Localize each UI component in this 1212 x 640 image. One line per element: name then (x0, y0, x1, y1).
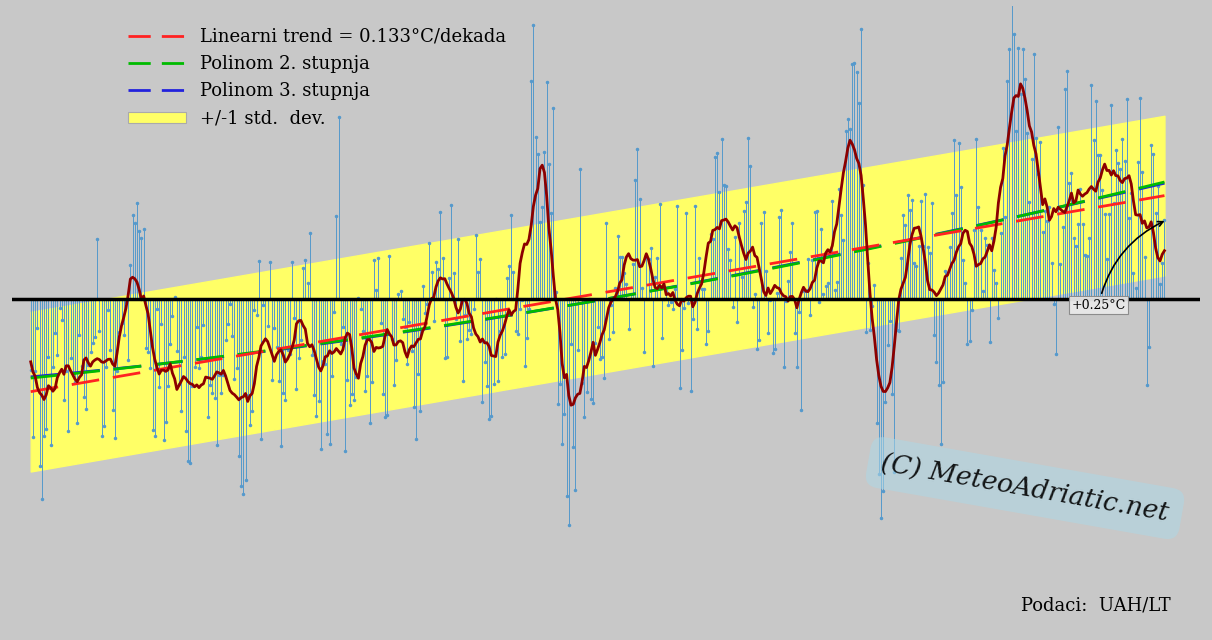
Legend: Linearni trend = 0.133°C/dekada, Polinom 2. stupnja, Polinom 3. stupnja, +/-1 st: Linearni trend = 0.133°C/dekada, Polinom… (121, 21, 513, 134)
Text: (C) MeteoAdriatic.net: (C) MeteoAdriatic.net (879, 451, 1171, 525)
Text: Podaci:  UAH/LT: Podaci: UAH/LT (1021, 596, 1170, 615)
Text: +0.25°C: +0.25°C (1071, 221, 1164, 312)
